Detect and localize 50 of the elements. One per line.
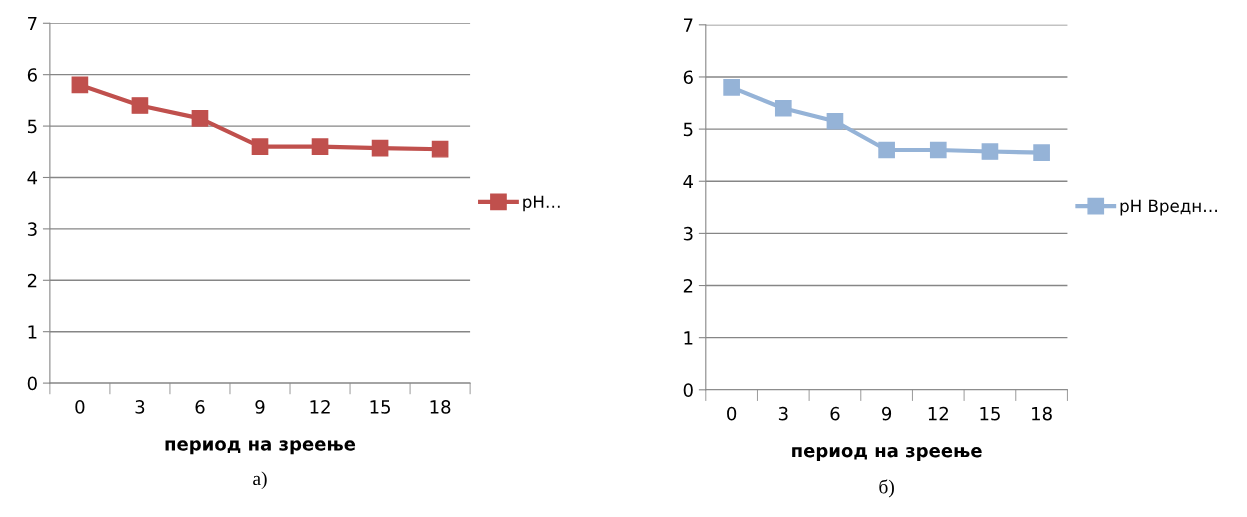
x-tick-label: 6 [830, 406, 840, 421]
point [1033, 144, 1050, 161]
x-tick-label: 15 [980, 407, 1000, 421]
y-tick-label: 5 [683, 122, 693, 137]
text: а) [253, 471, 267, 490]
y-tick-label: 0 [27, 376, 37, 391]
y-tick-label: 2 [683, 278, 693, 293]
point [431, 140, 449, 158]
point [251, 138, 269, 155]
y-tick-label: 6 [683, 70, 693, 85]
point [981, 143, 999, 160]
x-tick-label: 3 [135, 400, 145, 414]
text: б) [879, 479, 894, 498]
x-axis-title: период на зреење [165, 440, 356, 455]
x-axis-title: период на зреење [792, 447, 982, 461]
x-tick-label: 9 [882, 406, 892, 421]
y-tick-label: 0 [683, 383, 693, 397]
x-tick-label: 15 [370, 400, 390, 414]
point [371, 139, 389, 157]
y-tick-label: 4 [27, 171, 38, 185]
point [878, 141, 895, 159]
point [71, 76, 89, 94]
x-tick-label: 0 [727, 406, 737, 421]
x-tick-label: 9 [255, 400, 265, 414]
point [191, 110, 209, 127]
point [826, 112, 844, 130]
x-tick-label: 18 [430, 400, 451, 414]
y-tick-label: 1 [684, 331, 693, 345]
y-tick-label: 3 [683, 226, 693, 241]
y-tick-label: 3 [27, 222, 37, 236]
x-tick-label: 0 [75, 400, 85, 414]
point [311, 138, 329, 155]
x-tick-label: 18 [1032, 406, 1052, 421]
point [131, 97, 149, 114]
y-tick-label: 4 [683, 174, 693, 189]
x-tick-label: 12 [928, 406, 948, 421]
x-tick-label: 6 [195, 400, 205, 414]
legend-label: pH Вредн… [1120, 199, 1217, 216]
y-tick-label: 7 [683, 18, 693, 32]
point [774, 99, 792, 117]
x-tick-label: 3 [778, 406, 788, 421]
y-tick-label: 6 [27, 68, 37, 82]
y-tick-label: 7 [28, 16, 37, 31]
x-tick-label: 12 [310, 400, 330, 414]
legend-label: pH… [523, 195, 560, 212]
y-tick-label: 2 [27, 273, 37, 288]
y-tick-label: 5 [27, 119, 37, 134]
point [929, 141, 947, 159]
point [723, 79, 740, 96]
y-tick-label: 1 [28, 325, 37, 339]
